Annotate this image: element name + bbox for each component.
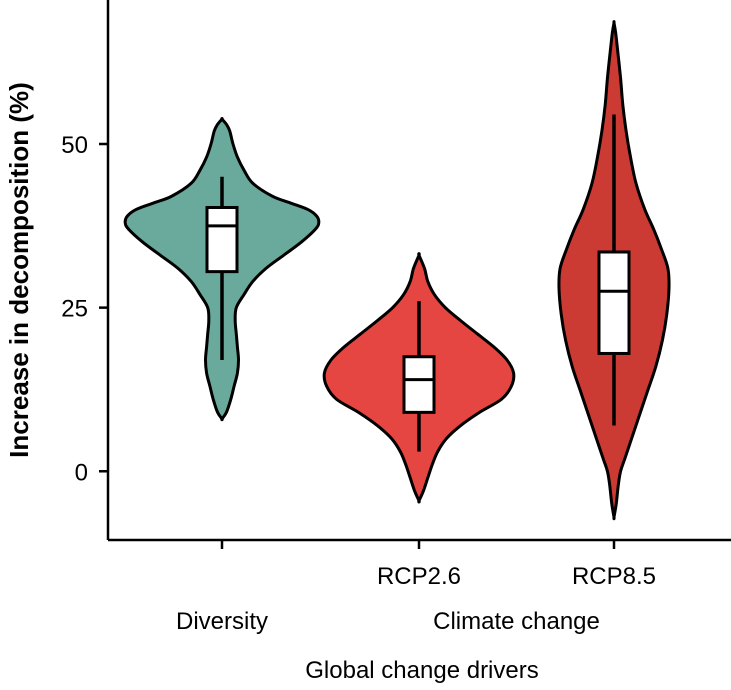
x-axis-label: Global change drivers bbox=[305, 657, 538, 684]
x-tick-label: RCP2.6 bbox=[377, 563, 461, 590]
group-label: Diversity bbox=[176, 608, 268, 635]
box-iqr bbox=[205, 205, 239, 274]
ticks-layer: 0 25 50 RCP2.6 RCP8.5 bbox=[61, 132, 656, 590]
violins-layer bbox=[123, 20, 671, 521]
x-tick-label: RCP8.5 bbox=[572, 563, 656, 590]
y-tick-label: 0 bbox=[75, 459, 88, 486]
violin-diversity bbox=[123, 117, 321, 422]
violin-rcp8-5 bbox=[557, 20, 671, 521]
labels-layer: Increase in decomposition (%) Global cha… bbox=[4, 82, 600, 684]
box-iqr bbox=[597, 250, 631, 355]
group-label: Climate change bbox=[433, 608, 600, 635]
y-tick-label: 50 bbox=[61, 132, 88, 159]
y-tick-label: 25 bbox=[61, 296, 88, 323]
violin-rcp2-6 bbox=[322, 252, 516, 504]
y-axis-label: Increase in decomposition (%) bbox=[4, 82, 34, 458]
box-iqr bbox=[402, 355, 436, 414]
